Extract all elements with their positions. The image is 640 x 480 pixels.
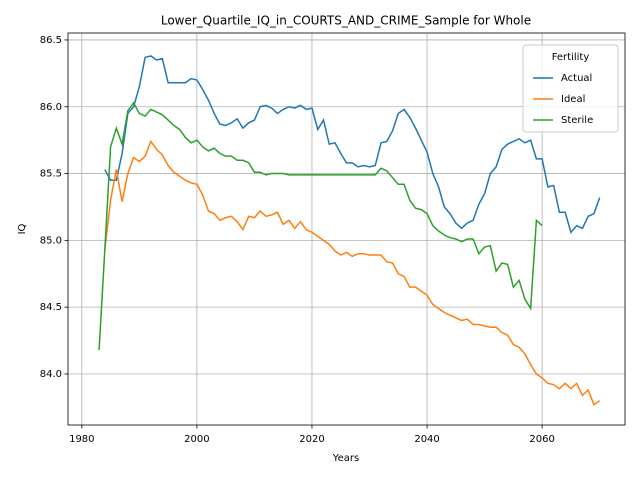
x-tick-label: 1980 (69, 434, 94, 445)
legend-label: Actual (561, 73, 592, 84)
y-tick-label: 85.5 (40, 169, 62, 180)
series-line (104, 139, 601, 406)
x-tick-label: 2040 (414, 434, 439, 445)
series-line (98, 101, 543, 350)
legend: Fertility Actual Ideal Sterile (522, 44, 619, 133)
x-tick-label: 2060 (529, 434, 554, 445)
legend-title: Fertility (552, 52, 590, 63)
y-axis-label: IQ (17, 223, 28, 234)
y-tick-label: 85.0 (40, 235, 62, 246)
y-tick-label: 84.0 (40, 369, 62, 380)
chart-title: Lower_Quartile_IQ_in_COURTS_AND_CRIME_Sa… (161, 14, 531, 28)
y-tick-label: 84.5 (40, 302, 62, 313)
legend-label: Sterile (561, 115, 593, 126)
series-line (104, 55, 601, 234)
y-tick-label: 86.5 (40, 35, 62, 46)
y-tick-label: 86.0 (40, 102, 62, 113)
x-axis-label: Years (332, 453, 359, 464)
legend-label: Ideal (561, 94, 585, 105)
x-tick-label: 2020 (299, 434, 324, 445)
plot-frame (67, 32, 626, 426)
legend-box (522, 44, 619, 133)
x-tick-label: 2000 (184, 434, 209, 445)
